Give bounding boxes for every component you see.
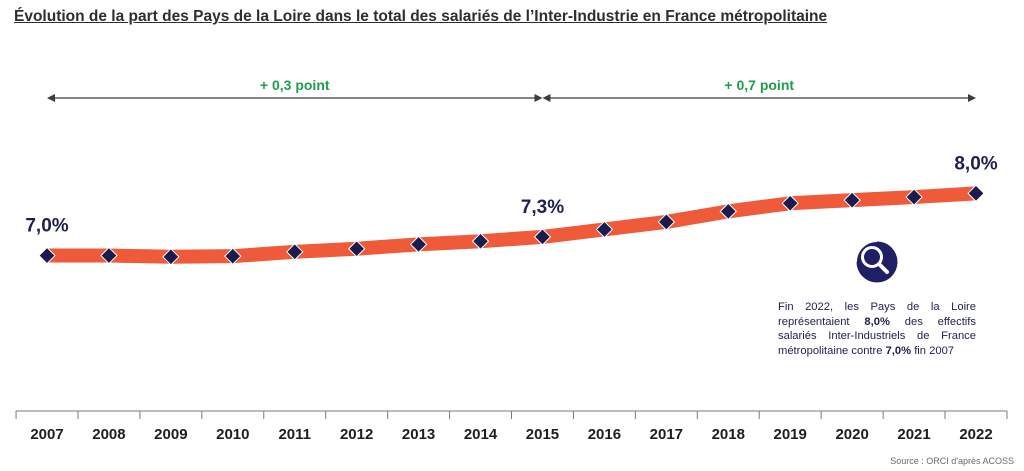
data-point-2017 xyxy=(657,213,676,231)
series-line xyxy=(47,186,977,264)
magnifier-icon xyxy=(855,240,898,283)
data-point-2014 xyxy=(471,232,490,250)
source-note: Source : ORCI d'après ACOSS xyxy=(890,456,1014,466)
x-tick-label-2012: 2012 xyxy=(340,426,373,443)
x-tick-label-2016: 2016 xyxy=(588,426,621,443)
data-point-2015 xyxy=(533,228,552,246)
data-point-2011 xyxy=(286,243,304,261)
period-arrows: + 0,3 point + 0,7 point xyxy=(47,77,976,102)
x-tick-label-2007: 2007 xyxy=(30,426,63,443)
data-label-2007: 7,0% xyxy=(25,216,68,237)
note-value-2007: 7,0% xyxy=(885,344,912,357)
period-arrowhead-start-2 xyxy=(542,94,551,102)
data-point-2018 xyxy=(719,202,737,221)
x-tick-label-2022: 2022 xyxy=(959,426,992,443)
period-arrowhead-end-2 xyxy=(968,94,976,102)
period-arrowhead-start-1 xyxy=(47,94,55,102)
x-tick-label-2013: 2013 xyxy=(402,426,435,443)
note-text: Fin 2022, les Pays de la Loire représent… xyxy=(778,300,976,358)
x-axis: 2007 2008 2009 2010 2011 2012 2013 2014 2015 2016… xyxy=(15,410,1008,443)
x-tick-label-2014: 2014 xyxy=(464,426,498,443)
data-point-2007 xyxy=(38,246,56,265)
x-tick-label-2018: 2018 xyxy=(712,426,745,443)
data-point-2010 xyxy=(224,247,242,265)
x-tick-label-2010: 2010 xyxy=(216,426,249,443)
data-markers xyxy=(38,184,985,266)
period-label-1: + 0,3 point xyxy=(260,77,330,93)
data-point-2016 xyxy=(595,220,614,239)
chart-title: Évolution de la part des Pays de la Loir… xyxy=(14,8,828,25)
data-point-2008 xyxy=(100,246,118,265)
period-arrowhead-end-1 xyxy=(534,94,543,102)
data-label-2022: 8,0% xyxy=(954,153,997,174)
data-labels: 7,0% 7,3% 8,0% xyxy=(25,153,997,236)
data-point-2020 xyxy=(843,191,861,209)
data-point-2022 xyxy=(967,184,985,203)
series-line-path xyxy=(47,186,977,264)
data-point-2021 xyxy=(905,188,923,206)
period-label-2: + 0,7 point xyxy=(724,77,794,93)
x-tick-label-2017: 2017 xyxy=(650,426,683,443)
note-value-2022: 8,0% xyxy=(864,315,890,328)
x-tick-label-2015: 2015 xyxy=(526,426,559,443)
x-tick-label-2011: 2011 xyxy=(278,426,311,443)
data-label-2015: 7,3% xyxy=(521,197,564,218)
data-point-2019 xyxy=(781,194,799,212)
note-part-1: Fin 2022, les Pays de la Loire représent… xyxy=(778,301,976,328)
data-point-2012 xyxy=(347,240,366,258)
x-tick-label-2019: 2019 xyxy=(774,426,807,443)
x-tick-label-2008: 2008 xyxy=(92,426,125,443)
data-point-2009 xyxy=(162,248,180,266)
note-part-2: des effectifs salariés Inter-Industriels… xyxy=(778,315,976,357)
x-tick-label-2021: 2021 xyxy=(897,426,930,443)
data-point-2013 xyxy=(409,235,428,254)
x-tick-label-2009: 2009 xyxy=(154,426,187,443)
note-part-3: fin 2007 xyxy=(911,344,955,357)
x-tick-label-2020: 2020 xyxy=(835,426,868,443)
